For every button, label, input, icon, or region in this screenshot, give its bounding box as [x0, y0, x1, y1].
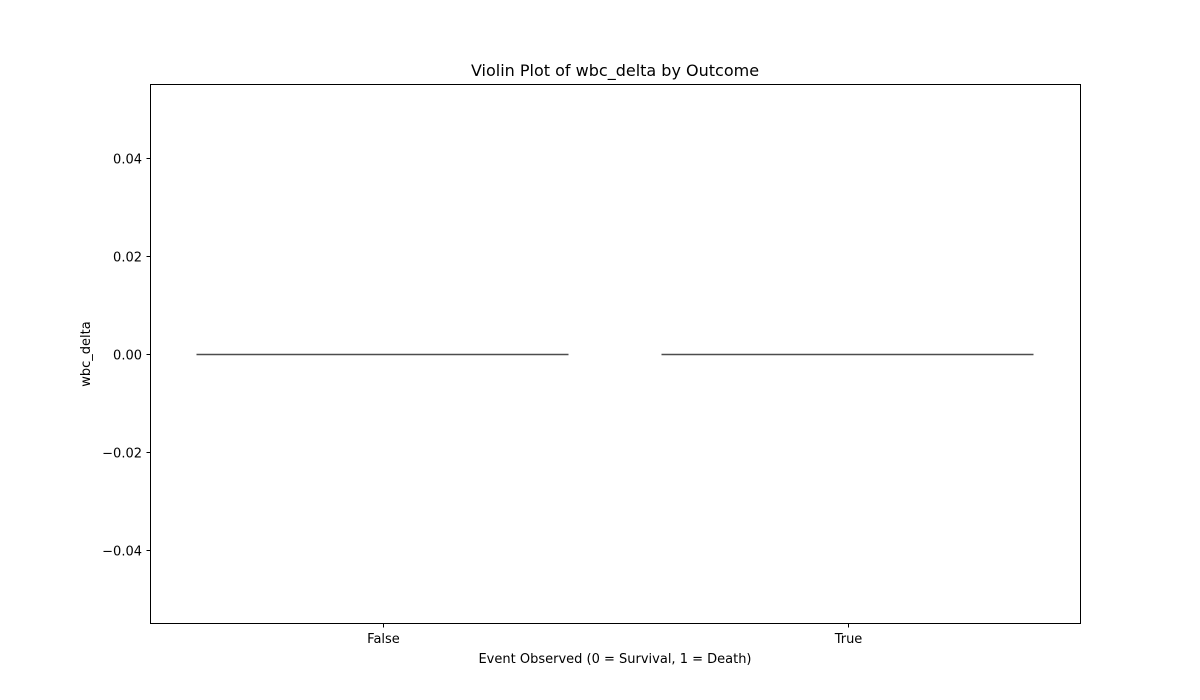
- y-tick-label: 0.00: [113, 349, 142, 364]
- y-tick-label: −0.02: [102, 447, 142, 462]
- y-tick-label: 0.02: [113, 251, 142, 266]
- x-tick-label: False: [367, 632, 400, 647]
- y-axis: −0.04 −0.02 0.00 0.02 0.04: [102, 153, 151, 560]
- x-axis: False True: [367, 623, 863, 647]
- x-tick-label: True: [834, 632, 863, 647]
- chart-title: Violin Plot of wbc_delta by Outcome: [471, 61, 759, 81]
- x-axis-label: Event Observed (0 = Survival, 1 = Death): [478, 652, 751, 667]
- y-tick-label: 0.04: [113, 153, 142, 168]
- y-tick-label: −0.04: [102, 545, 142, 560]
- y-axis-label: wbc_delta: [79, 321, 94, 386]
